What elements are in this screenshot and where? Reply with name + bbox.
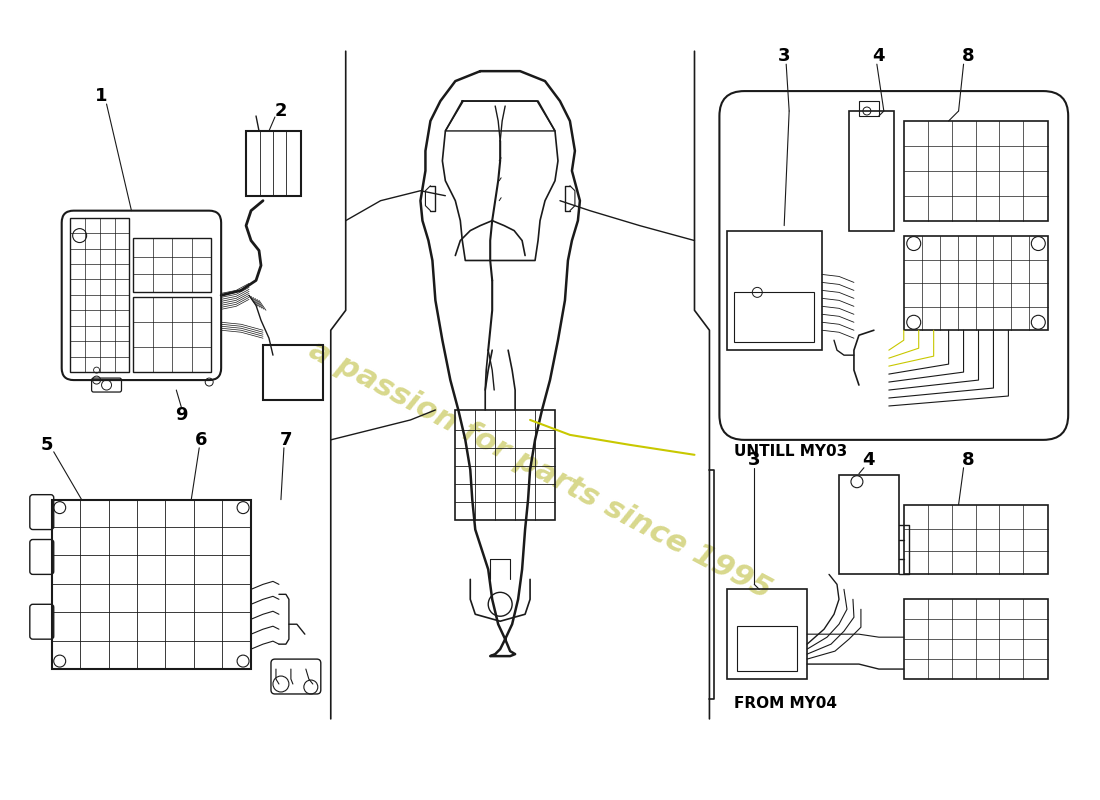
Bar	[727, 230, 822, 350]
Text: 8: 8	[962, 47, 975, 65]
Text: UNTILL MY03: UNTILL MY03	[735, 444, 848, 459]
Bar	[859, 101, 879, 116]
Bar	[727, 590, 807, 679]
Bar	[455, 410, 556, 519]
Text: 6: 6	[195, 431, 208, 449]
Bar	[849, 111, 894, 230]
Text: 8: 8	[962, 450, 975, 469]
Text: 4: 4	[862, 450, 876, 469]
Bar	[133, 298, 211, 372]
Bar	[904, 505, 1048, 574]
Text: 1: 1	[96, 87, 108, 105]
Bar	[904, 599, 1048, 679]
Text: 5: 5	[41, 436, 53, 454]
Text: 2: 2	[275, 102, 287, 120]
Text: 4: 4	[872, 47, 886, 65]
Bar	[904, 235, 1048, 330]
Text: 3: 3	[748, 450, 760, 469]
Text: 9: 9	[175, 406, 187, 424]
Bar	[737, 626, 797, 671]
Bar	[735, 292, 814, 342]
Text: 3: 3	[778, 47, 791, 65]
Text: a passion for parts since 1995: a passion for parts since 1995	[304, 335, 777, 605]
Text: FROM MY04: FROM MY04	[735, 697, 837, 711]
Bar	[133, 238, 211, 292]
Bar	[263, 345, 322, 400]
Bar	[904, 121, 1048, 221]
Bar	[69, 218, 130, 372]
Bar	[52, 500, 251, 669]
Text: 7: 7	[279, 431, 293, 449]
Bar	[839, 474, 899, 574]
Bar	[246, 131, 301, 196]
